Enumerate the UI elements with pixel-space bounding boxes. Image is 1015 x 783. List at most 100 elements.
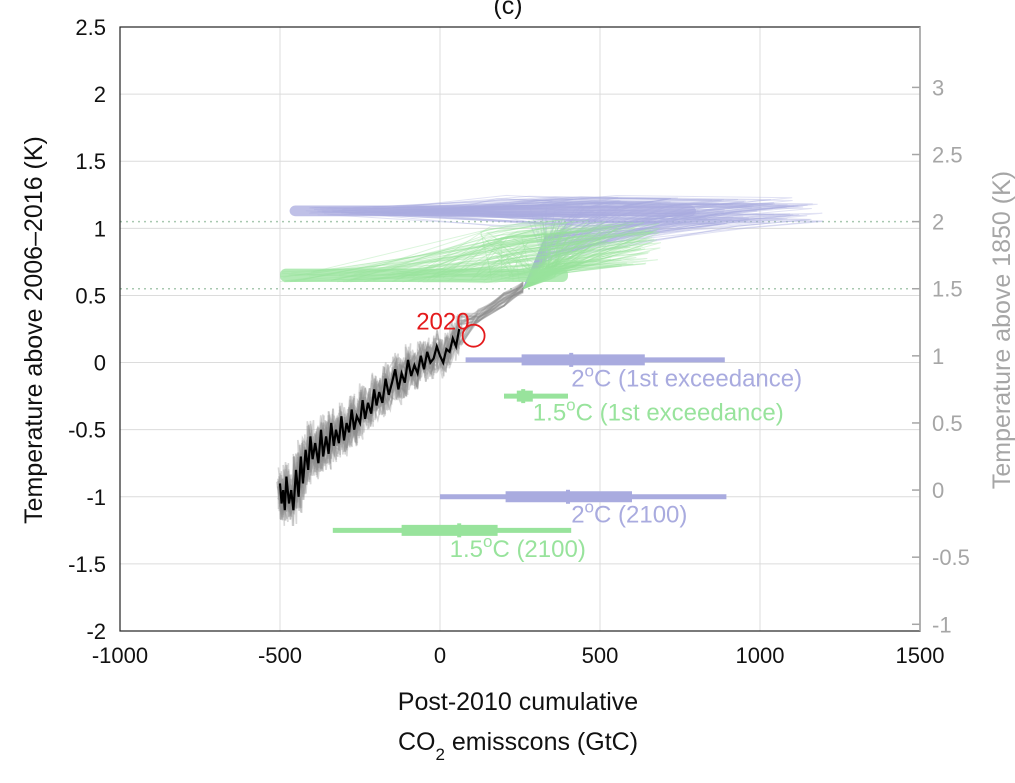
ensemble-line-2c (414, 209, 706, 289)
ensemble-line-2c (448, 207, 654, 289)
ensemble-line-1p5c (423, 249, 595, 290)
ensemble-line-1p5c (410, 231, 653, 290)
y-tick-label: 0.5 (75, 283, 106, 308)
ensemble-line-2c (378, 212, 662, 289)
ensemble-line-2c (417, 214, 810, 289)
ensemble-line-2c (392, 214, 823, 289)
historical-ensemble-line (280, 291, 524, 512)
ensemble-line-2c (423, 196, 722, 289)
ensemble-line-2c (352, 196, 669, 289)
ensemble-line-2c (421, 200, 620, 289)
ensemble-line-2c (351, 209, 639, 289)
ensemble-line-2c (421, 211, 721, 289)
ensemble-line-2c (327, 214, 563, 290)
historical-ensemble-line (277, 286, 524, 520)
y-tick-label: -2 (86, 619, 106, 644)
band-2c (289, 205, 696, 217)
ensemble-line-2c (415, 203, 804, 289)
y-axis-title: Temperature above 2006–2016 (K) (20, 136, 48, 524)
historical-ensemble-line (279, 288, 524, 515)
historical-ensemble-line (277, 289, 524, 526)
ensemble-line-2c (446, 200, 621, 289)
ensemble-line-2c (351, 212, 567, 289)
ensemble-line-2c (442, 196, 671, 289)
ensemble-line-2c (332, 210, 771, 289)
highlight-circle (461, 323, 486, 348)
y-tick-label: 1.5 (75, 149, 106, 174)
ensemble-line-2c (448, 197, 793, 289)
right-tick-label: 0 (932, 478, 944, 503)
ensemble-line-2c (435, 201, 776, 289)
range-bar-label-value: 1.5 (533, 399, 566, 426)
historical-ensemble-line (280, 285, 524, 526)
x-tick-label: 0 (434, 643, 446, 668)
historical-ensemble (276, 281, 524, 527)
ensemble-line-2c (317, 212, 823, 289)
range-bar-label-value: 1.5 (450, 536, 483, 563)
x-axis-title-co: CO (398, 728, 436, 756)
y-tick-label: 1 (94, 216, 106, 241)
ensemble-line-2c (373, 208, 727, 289)
ensemble-line-2c (383, 198, 672, 289)
range-bar-label-text: C (2100) (492, 536, 585, 563)
right-tick-label: 1.5 (932, 277, 963, 302)
ensemble-line-2c (331, 209, 708, 289)
x-tick-labels: -1000 -500 0 500 1000 1500 (92, 643, 945, 668)
y-tick-label: 0 (94, 351, 106, 376)
right-axis-title: Temperature above 1850 (K) (988, 171, 1015, 489)
ensemble-line-2c (462, 200, 745, 289)
range-bar-label-degree: o (483, 532, 492, 551)
historical-ensemble-line (278, 282, 524, 519)
right-tick-labels: -1 -0.5 0 0.5 1 1.5 2 2.5 3 (912, 75, 970, 637)
scenario-ensemble (280, 194, 823, 290)
y-tick-label: -1 (86, 485, 106, 510)
historical-ensemble-line (277, 291, 524, 521)
right-tick-label: 2.5 (932, 143, 963, 168)
ensemble-line-2c (360, 214, 649, 289)
ensemble-line-2c (378, 195, 619, 289)
ensemble-line-1p5c (470, 227, 614, 290)
x-tick-label: -1000 (92, 643, 148, 668)
x-axis-title-rest: emisscons (GtC) (445, 728, 638, 756)
highlight-label: 2020 (416, 309, 469, 336)
right-tick-label: -1 (932, 612, 952, 637)
y-tick-labels: -2 -1.5 -1 -0.5 0 0.5 1 1.5 2 2.5 (68, 15, 106, 644)
ensemble-line-2c (456, 209, 717, 289)
ensemble-line-2c (413, 203, 762, 289)
ensemble-line-2c (341, 209, 683, 290)
ensemble-line-2c (347, 194, 574, 289)
range-bar-label: 2oC (1st exceedance) (571, 362, 802, 393)
range-bar-label-degree: o (566, 395, 575, 414)
ensemble-line-2c (432, 201, 788, 289)
historical-ensemble-line (278, 291, 524, 525)
right-tick-label: 3 (932, 75, 944, 100)
ensemble-line-2c (305, 210, 679, 290)
ensemble-line-2c (443, 194, 793, 289)
ensemble-line-2c (380, 199, 739, 289)
ensemble-line-2c (326, 198, 671, 290)
range-bars: 2oC (1st exceedance)1.5oC (1st exceedanc… (332, 352, 802, 563)
ensemble-line-2c (309, 201, 813, 289)
range-bar-label-value: 2 (571, 501, 584, 528)
ensemble-line-2c (311, 207, 823, 289)
ensemble-line-2c (330, 214, 748, 289)
range-bar-label-text: C (1st exceedance) (594, 366, 802, 393)
ensemble-line-2c (438, 197, 678, 289)
y-tick-label: 2.5 (75, 15, 106, 40)
right-tick-label: -0.5 (932, 545, 970, 570)
range-bar-label: 1.5oC (2100) (450, 532, 586, 563)
ensemble-line-2c (322, 196, 771, 289)
ensemble-line-2c (453, 206, 726, 289)
ensemble-line-2c (372, 206, 661, 289)
ensemble-line-2c (440, 211, 765, 289)
ensemble-line-2c (357, 197, 746, 289)
x-axis-title-subscript: 2 (435, 745, 444, 764)
x-tick-label: 500 (582, 643, 619, 668)
range-bar-label-value: 2 (571, 366, 584, 393)
range-bar-label-text: C (1st exceedance) (576, 399, 784, 426)
ensemble-line-2c (342, 199, 713, 289)
ensemble-line-2c (445, 197, 725, 289)
observed-line (278, 328, 461, 511)
right-tick-label: 0.5 (932, 411, 963, 436)
